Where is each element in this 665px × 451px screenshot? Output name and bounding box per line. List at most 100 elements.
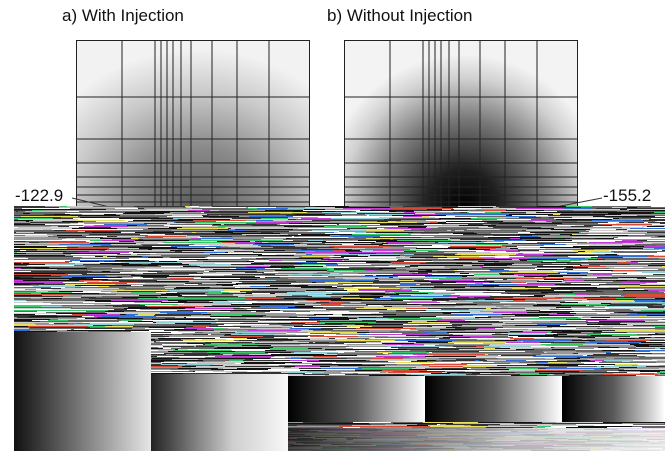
noise-strip [644,246,664,247]
noise-strip [157,356,215,357]
noise-strip [24,208,70,209]
noise-strip [569,271,611,272]
noise-strip [115,284,140,285]
noise-strip [326,241,376,242]
noise-strip [141,307,195,308]
noise-strip [461,327,503,328]
noise-strip [539,311,550,312]
noise-strip [280,233,325,234]
noise-strip [659,368,665,369]
noise-strip [334,268,379,269]
noise-strip [29,279,49,280]
noise-strip [185,365,210,366]
noise-strip [483,292,541,293]
noise-strip [112,245,143,246]
noise-strip [136,243,158,244]
noise-strip [326,307,364,308]
noise-strip [230,219,288,220]
noise-strip [623,231,628,232]
noise-strip [317,426,339,427]
noise-strip [312,275,322,276]
noise-strip [449,300,466,301]
noise-strip [433,256,479,257]
noise-strip [308,285,347,286]
noise-strip [108,279,152,280]
noise-strip [83,264,112,265]
noise-strip [62,305,105,306]
noise-strip [613,270,636,271]
noise-strip [472,269,489,270]
noise-strip [334,271,353,272]
noise-strip [397,206,403,207]
noise-strip [325,282,373,283]
noise-strip [476,241,481,242]
noise-strip [344,343,382,344]
noise-strip [170,212,201,213]
noise-strip [393,371,419,372]
noise-strip [605,307,648,308]
noise-strip [117,254,131,255]
noise-strip [168,290,224,291]
noise-strip [582,339,587,340]
noise-strip [53,256,73,257]
noise-strip [291,352,294,353]
noise-strip [297,316,341,317]
noise-strip [222,285,233,286]
noise-strip [164,361,205,362]
noise-strip [317,280,370,281]
noise-strip [379,265,389,266]
noise-strip [316,315,328,316]
noise-strip [654,212,665,213]
noise-strip [638,364,665,365]
noise-strip [167,282,217,283]
noise-strip [299,284,343,285]
noise-strip [573,266,606,267]
noise-strip [30,223,70,224]
noise-strip [376,320,437,321]
noise-strip [409,271,432,272]
noise-strip [464,271,518,272]
noise-strip [274,337,327,338]
noise-strip [315,327,360,328]
noise-strip [646,277,665,278]
noise-strip [384,306,392,307]
noise-strip [657,221,665,222]
noise-strip [51,275,105,276]
noise-strip [463,277,504,278]
noise-strip [437,348,484,349]
noise-strip [442,318,444,319]
noise-strip [401,242,414,243]
noise-strip [410,307,443,308]
noise-strip [260,320,320,321]
noise-strip [205,288,223,289]
noise-strip [311,424,371,425]
noise-strip [276,280,287,281]
noise-strip [273,297,299,298]
noise-strip [511,319,514,320]
noise-strip [183,207,186,208]
noise-strip [539,317,578,318]
noise-strip [14,264,45,265]
noise-strip [349,253,376,254]
noise-strip [48,291,59,292]
noise-strip [337,286,355,287]
noise-strip [655,236,658,237]
noise-strip [573,250,609,251]
noise-strip [83,250,99,251]
noise-strip [128,321,153,322]
noise-strip [440,424,446,425]
noise-strip [69,226,84,227]
noise-strip [655,375,665,376]
noise-strip [572,228,630,229]
noise-strip [238,296,276,297]
noise-strip [623,257,665,258]
noise-strip [346,321,354,322]
noise-strip [624,296,665,297]
noise-strip [358,373,402,374]
noise-strip [430,426,485,427]
noise-strip [328,261,389,262]
noise-strip [305,323,325,324]
noise-strip [489,345,546,346]
noise-strip [280,213,292,214]
noise-strip [178,301,187,302]
